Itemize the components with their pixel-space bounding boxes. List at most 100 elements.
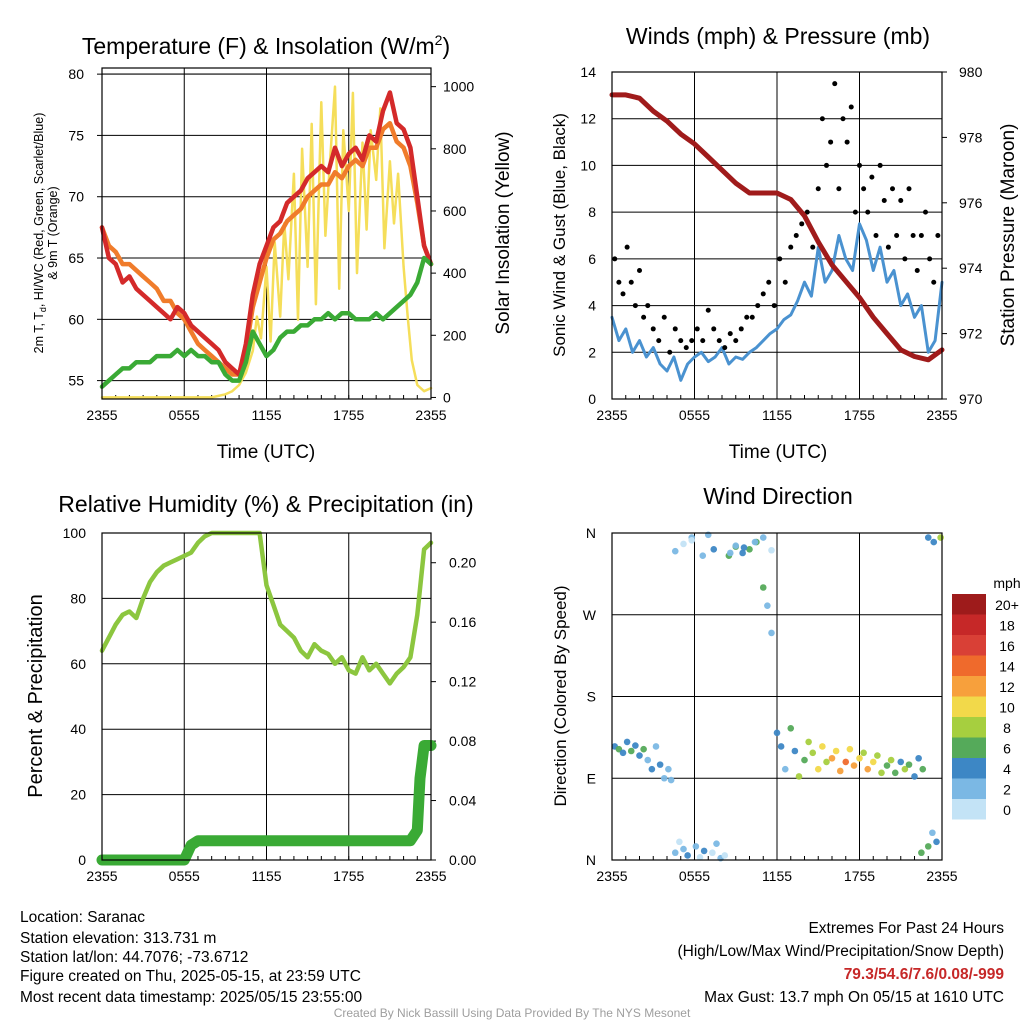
gust-point — [645, 303, 651, 309]
humidity-line — [99, 530, 434, 686]
direction-point — [897, 758, 905, 766]
y-tick-label-right: 0.12 — [449, 674, 476, 690]
direction-point — [787, 724, 795, 732]
gust-point — [869, 174, 875, 180]
footer-latlon: Station lat/lon: 44.7076; -73.6712 — [20, 949, 249, 966]
y-tick-label-left: 80 — [70, 590, 86, 606]
direction-point — [860, 749, 867, 757]
gust-point — [793, 233, 799, 238]
gust-point — [819, 116, 825, 122]
direction-point — [809, 749, 817, 757]
direction-point — [878, 769, 885, 777]
plot-border — [101, 67, 432, 400]
gust-point — [927, 256, 933, 262]
sonic-wind-line — [610, 222, 944, 382]
direction-point — [623, 738, 631, 746]
direction-point — [667, 776, 675, 784]
chart-title: Temperature (F) & Insolation (W/m2) — [82, 32, 450, 59]
direction-point — [751, 538, 759, 546]
direction-point — [684, 852, 691, 859]
plot-border — [101, 532, 432, 861]
direction-point — [710, 546, 718, 553]
gust-point — [914, 268, 920, 274]
gust-point — [836, 186, 842, 192]
legend-swatch — [952, 717, 986, 738]
y-axis-label-right: Solar Insolation (Yellow) — [493, 131, 514, 334]
direction-point — [791, 747, 799, 755]
credit-line: Created By Nick Bassill Using Data Provi… — [333, 1006, 691, 1020]
y-tick-label-right: 976 — [959, 195, 983, 211]
direction-point — [891, 769, 899, 777]
legend-label: 4 — [1003, 761, 1011, 777]
y-tick-label-right: 978 — [959, 129, 983, 145]
legend-label: 18 — [999, 618, 1015, 634]
x-tick-label: 1755 — [844, 868, 875, 884]
direction-point — [823, 758, 830, 766]
y-tick-label-right: 970 — [959, 391, 983, 407]
direction-point — [933, 838, 940, 846]
legend-swatch — [952, 655, 986, 676]
gust-point — [848, 104, 854, 110]
y-tick-label-left: 2 — [588, 344, 596, 360]
dewpoint-line — [99, 255, 434, 389]
gust-point — [641, 314, 647, 320]
y-tick-label-left: 14 — [580, 64, 596, 80]
legend-label: 6 — [1003, 741, 1011, 757]
gust-point — [782, 279, 788, 285]
y-tick-label-left: 12 — [580, 111, 596, 127]
legend-swatch — [952, 676, 986, 697]
gust-point — [733, 338, 739, 344]
ylabel-subscript: d — [38, 307, 48, 312]
legend-label: 20+ — [995, 597, 1019, 613]
legend-label: 2 — [1003, 782, 1011, 798]
direction-point — [905, 761, 913, 768]
gust-point — [832, 81, 838, 87]
x-tick-label: 2355 — [415, 868, 446, 884]
x-tick-label: 1755 — [333, 407, 364, 423]
y-tick-label-left: 20 — [70, 787, 86, 803]
direction-point — [924, 534, 932, 541]
y-tick-label-left: 55 — [68, 373, 84, 389]
direction-point — [781, 765, 789, 773]
direction-point — [911, 773, 918, 780]
y-axis-label-left: 2m T, Td, HI/WC (Red, Green, Scarlet/Blu… — [32, 113, 48, 354]
direction-point — [846, 745, 854, 753]
gust-point — [931, 279, 937, 285]
gust-point — [678, 338, 684, 344]
direction-point — [874, 752, 881, 759]
gust-point — [885, 244, 891, 250]
legend-swatch — [952, 635, 986, 656]
x-tick-label: 2355 — [596, 868, 627, 884]
x-tick-label: 2355 — [596, 407, 627, 423]
gust-point — [881, 197, 887, 203]
gust-point — [906, 186, 912, 192]
x-tick-label: 0555 — [169, 407, 200, 423]
legend-label: 10 — [999, 700, 1015, 716]
chart-title: Wind Direction — [703, 483, 853, 509]
direction-point — [883, 762, 891, 769]
gust-point — [672, 326, 678, 332]
direction-point — [696, 853, 704, 861]
y-axis-label-right: Station Pressure (Maroon) — [998, 124, 1019, 347]
y-tick-label-right: 600 — [443, 203, 467, 219]
direction-point — [864, 765, 872, 773]
gust-point — [857, 162, 862, 168]
extremes-values: 79.3/54.6/7.6/0.08/-999 — [843, 966, 1004, 983]
insolation-line — [100, 85, 433, 399]
gust-point — [935, 233, 941, 238]
pressure-line — [609, 92, 945, 363]
y-tick-label-left: 40 — [70, 721, 86, 737]
y-axis-label-left: Percent & Precipitation — [25, 594, 47, 797]
direction-point — [915, 754, 922, 762]
gust-point — [815, 186, 821, 192]
legend-swatch — [952, 778, 986, 799]
x-axis-label: Time (UTC) — [729, 442, 828, 463]
y-tick-label-left: 60 — [70, 656, 86, 672]
gust-point — [873, 233, 879, 238]
y-tick-label-left: 4 — [588, 298, 596, 314]
y-tick-label-left: 65 — [68, 250, 84, 266]
gust-point — [824, 162, 829, 168]
x-tick-label: 0555 — [169, 868, 200, 884]
gust-point — [890, 186, 895, 192]
legend-swatch — [952, 696, 986, 717]
